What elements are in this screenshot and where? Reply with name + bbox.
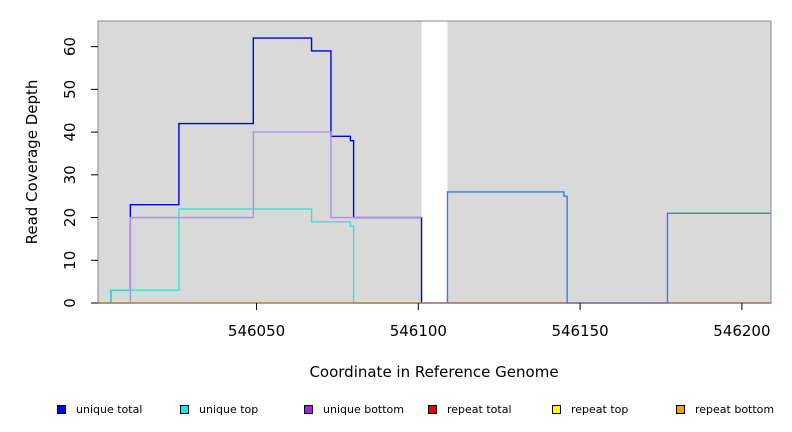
x-tick-label: 546150	[551, 322, 608, 340]
legend: unique total unique top unique bottom re…	[0, 400, 792, 418]
y-tick-label: 50	[61, 80, 79, 99]
legend-label: unique top	[199, 402, 259, 416]
legend-swatch-unique-top	[180, 404, 189, 414]
series-line-unique-top	[98, 208, 422, 304]
series-line-unique-total-right-segment	[446, 191, 771, 304]
x-tick-label: 546050	[228, 322, 285, 340]
plot-frame	[97, 20, 772, 304]
legend-swatch-unique-bottom	[304, 404, 313, 414]
legend-label: repeat total	[447, 402, 512, 416]
coverage-chart: 0 10 20 30 40 50 60 546050 546100 546150 546200 Co…	[23, 20, 772, 381]
x-tick-label: 546200	[713, 322, 770, 340]
legend-label: unique bottom	[323, 402, 405, 416]
plot-background	[98, 20, 771, 303]
y-tick-label: 20	[61, 208, 79, 227]
legend-label: repeat bottom	[695, 402, 775, 416]
legend-item-repeat-top: repeat top	[552, 400, 628, 418]
x-axis-label: Coordinate in Reference Genome	[309, 363, 558, 381]
y-tick-label: 30	[61, 165, 79, 184]
legend-item-unique-total: unique total	[57, 400, 142, 418]
legend-item-unique-top: unique top	[180, 400, 258, 418]
axes-layer: 0 10 20 30 40 50 60 546050 546100 546150 546200	[61, 20, 772, 340]
legend-swatch-repeat-bottom	[676, 404, 685, 414]
legend-item-unique-bottom: unique bottom	[304, 400, 404, 418]
gap-region	[421, 21, 448, 303]
legend-swatch-unique-total	[57, 404, 66, 414]
y-tick-label: 0	[61, 298, 79, 308]
legend-item-repeat-bottom: repeat bottom	[676, 400, 774, 418]
legend-label: unique total	[76, 402, 143, 416]
series-line-unique-bottom	[98, 131, 422, 304]
legend-item-repeat-total: repeat total	[428, 400, 512, 418]
legend-label: repeat top	[571, 402, 629, 416]
legend-swatch-repeat-total	[428, 404, 437, 414]
y-tick-label: 60	[61, 37, 79, 56]
y-tick-label: 10	[61, 251, 79, 270]
y-tick-label: 40	[61, 123, 79, 142]
x-tick-label: 546100	[390, 322, 447, 340]
legend-swatch-repeat-top	[552, 404, 561, 414]
y-axis-label: Read Coverage Depth	[23, 80, 41, 245]
